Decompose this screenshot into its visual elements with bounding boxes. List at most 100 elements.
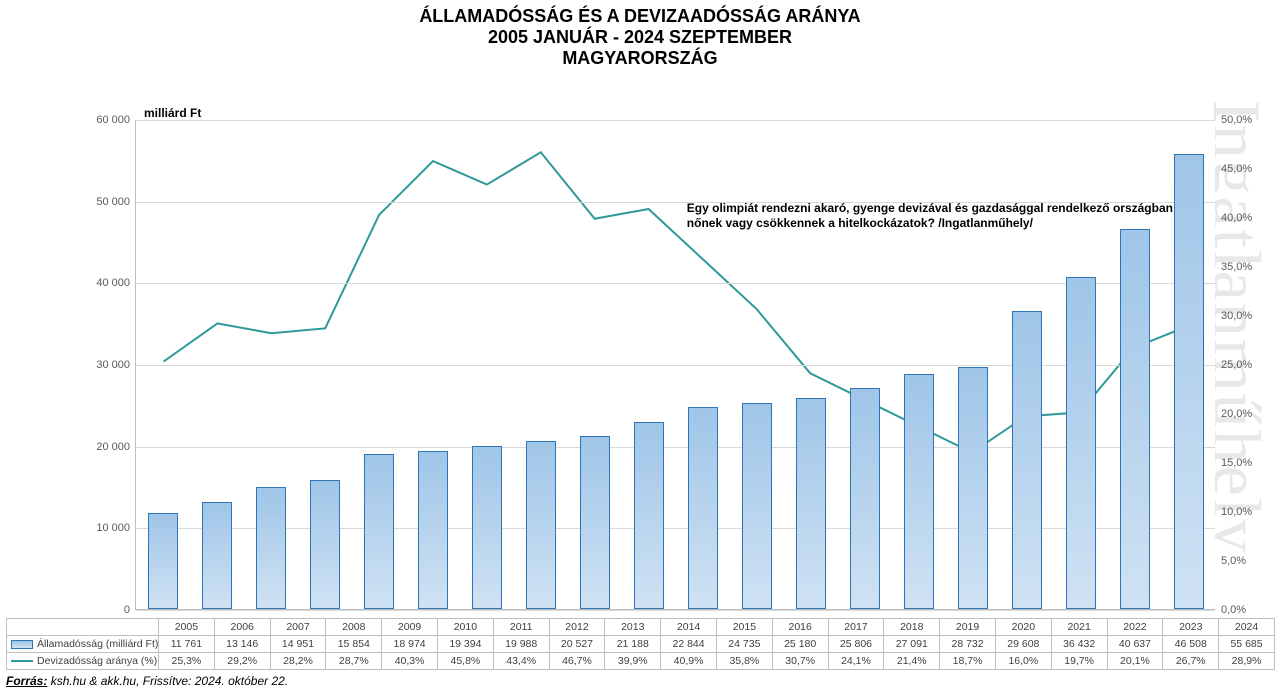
table-cell: 2016 <box>772 619 828 636</box>
table-cell: 11 761 <box>159 636 215 653</box>
y-left-tick-label: 30 000 <box>96 359 130 371</box>
legend-label: Devizadósság aránya (%) <box>37 655 157 667</box>
table-cell: 2013 <box>605 619 661 636</box>
bar <box>310 480 340 609</box>
gridline <box>136 202 1215 203</box>
table-cell: 13 146 <box>214 636 270 653</box>
table-cell: 18 974 <box>382 636 438 653</box>
table-cell: 2023 <box>1163 619 1219 636</box>
source-label: Forrás: <box>6 674 47 688</box>
bar <box>526 441 556 609</box>
table-cell: 21,4% <box>884 653 940 670</box>
y-right-tick-label: 50,0% <box>1221 114 1252 126</box>
table-cell: 2006 <box>214 619 270 636</box>
gridline <box>136 120 1215 121</box>
legend-bar-icon <box>11 640 33 649</box>
title-line-2: 2005 JANUÁR - 2024 SZEPTEMBER <box>0 27 1280 48</box>
gridline <box>136 365 1215 366</box>
chart-title: ÁLLAMADÓSSÁG ÉS A DEVIZAADÓSSÁG ARÁNYA 2… <box>0 0 1280 69</box>
table-cell: 29,2% <box>214 653 270 670</box>
bar <box>850 388 880 609</box>
table-cell: 2019 <box>940 619 996 636</box>
table-cell: 2005 <box>159 619 215 636</box>
bar <box>364 454 394 609</box>
bar <box>202 502 232 609</box>
table-cell: 19 394 <box>437 636 493 653</box>
title-line-3: MAGYARORSZÁG <box>0 48 1280 69</box>
y-left-tick-label: 0 <box>124 604 130 616</box>
table-cell: 14 951 <box>270 636 326 653</box>
legend-line-icon <box>11 660 33 662</box>
table-cell: 2017 <box>828 619 884 636</box>
bar <box>1174 154 1204 609</box>
bar <box>688 407 718 609</box>
gridline <box>136 447 1215 448</box>
table-cell: 21 188 <box>605 636 661 653</box>
legend-label: Államadósság (milliárd Ft) <box>37 638 158 650</box>
legend-cell: Államadósság (milliárd Ft) <box>7 636 159 653</box>
bar <box>472 446 502 609</box>
y-left-unit: milliárd Ft <box>144 106 201 120</box>
table-cell: 2022 <box>1107 619 1163 636</box>
table-cell: 36 432 <box>1051 636 1107 653</box>
y-right-tick-label: 20,0% <box>1221 408 1252 420</box>
y-left-tick-label: 50 000 <box>96 196 130 208</box>
table-cell: 18,7% <box>940 653 996 670</box>
bar <box>904 374 934 609</box>
y-right-tick-label: 35,0% <box>1221 261 1252 273</box>
table-cell: 29 608 <box>995 636 1051 653</box>
table-cell: 39,9% <box>605 653 661 670</box>
y-left-tick-label: 60 000 <box>96 114 130 126</box>
table-cell: 2015 <box>716 619 772 636</box>
table-cell: 45,8% <box>437 653 493 670</box>
table-cell: 25,3% <box>159 653 215 670</box>
y-right-tick-label: 25,0% <box>1221 359 1252 371</box>
y-left-tick-label: 20 000 <box>96 441 130 453</box>
table-cell: 26,7% <box>1163 653 1219 670</box>
table-cell: 28,2% <box>270 653 326 670</box>
table-cell: 55 685 <box>1219 636 1275 653</box>
table-cell: 25 180 <box>772 636 828 653</box>
y-right-tick-label: 40,0% <box>1221 212 1252 224</box>
table-cell: 28,7% <box>326 653 382 670</box>
y-left-tick-label: 40 000 <box>96 277 130 289</box>
table-cell: 19,7% <box>1051 653 1107 670</box>
gridline <box>136 283 1215 284</box>
table-cell: 40,9% <box>661 653 717 670</box>
bar <box>418 451 448 609</box>
bar <box>742 403 772 609</box>
bar <box>958 367 988 609</box>
table-cell: 40,3% <box>382 653 438 670</box>
table-cell: 46 508 <box>1163 636 1219 653</box>
source-line: Forrás: ksh.hu & akk.hu, Frissítve: 2024… <box>6 674 288 688</box>
table-cell: 19 988 <box>493 636 549 653</box>
table-cell: 2012 <box>549 619 605 636</box>
table-cell: 2010 <box>437 619 493 636</box>
table-cell: 35,8% <box>716 653 772 670</box>
bar <box>1066 277 1096 609</box>
y-right-tick-label: 45,0% <box>1221 163 1252 175</box>
bar <box>1120 229 1150 609</box>
table-cell: 2009 <box>382 619 438 636</box>
bar <box>256 487 286 609</box>
plot-area: Egy olimpiát rendezni akaró, gyenge devi… <box>135 120 1215 610</box>
table-cell: 2007 <box>270 619 326 636</box>
table-cell: 2020 <box>995 619 1051 636</box>
table-cell: 30,7% <box>772 653 828 670</box>
gridline <box>136 610 1215 611</box>
table-cell: 16,0% <box>995 653 1051 670</box>
table-cell: 24,1% <box>828 653 884 670</box>
bar <box>1012 311 1042 609</box>
y-left-tick-label: 10 000 <box>96 522 130 534</box>
data-table: 2005200620072008200920102011201220132014… <box>6 618 1275 670</box>
y-right-tick-label: 15,0% <box>1221 457 1252 469</box>
table-cell: 20 527 <box>549 636 605 653</box>
y-right-tick-label: 0,0% <box>1221 604 1246 616</box>
table-cell: 43,4% <box>493 653 549 670</box>
table-cell: 28,9% <box>1219 653 1275 670</box>
table-cell: 20,1% <box>1107 653 1163 670</box>
bar <box>148 513 178 609</box>
table-cell: 28 732 <box>940 636 996 653</box>
chart-page: Ingatlanműhely ÁLLAMADÓSSÁG ÉS A DEVIZAA… <box>0 0 1280 693</box>
bar <box>634 422 664 609</box>
